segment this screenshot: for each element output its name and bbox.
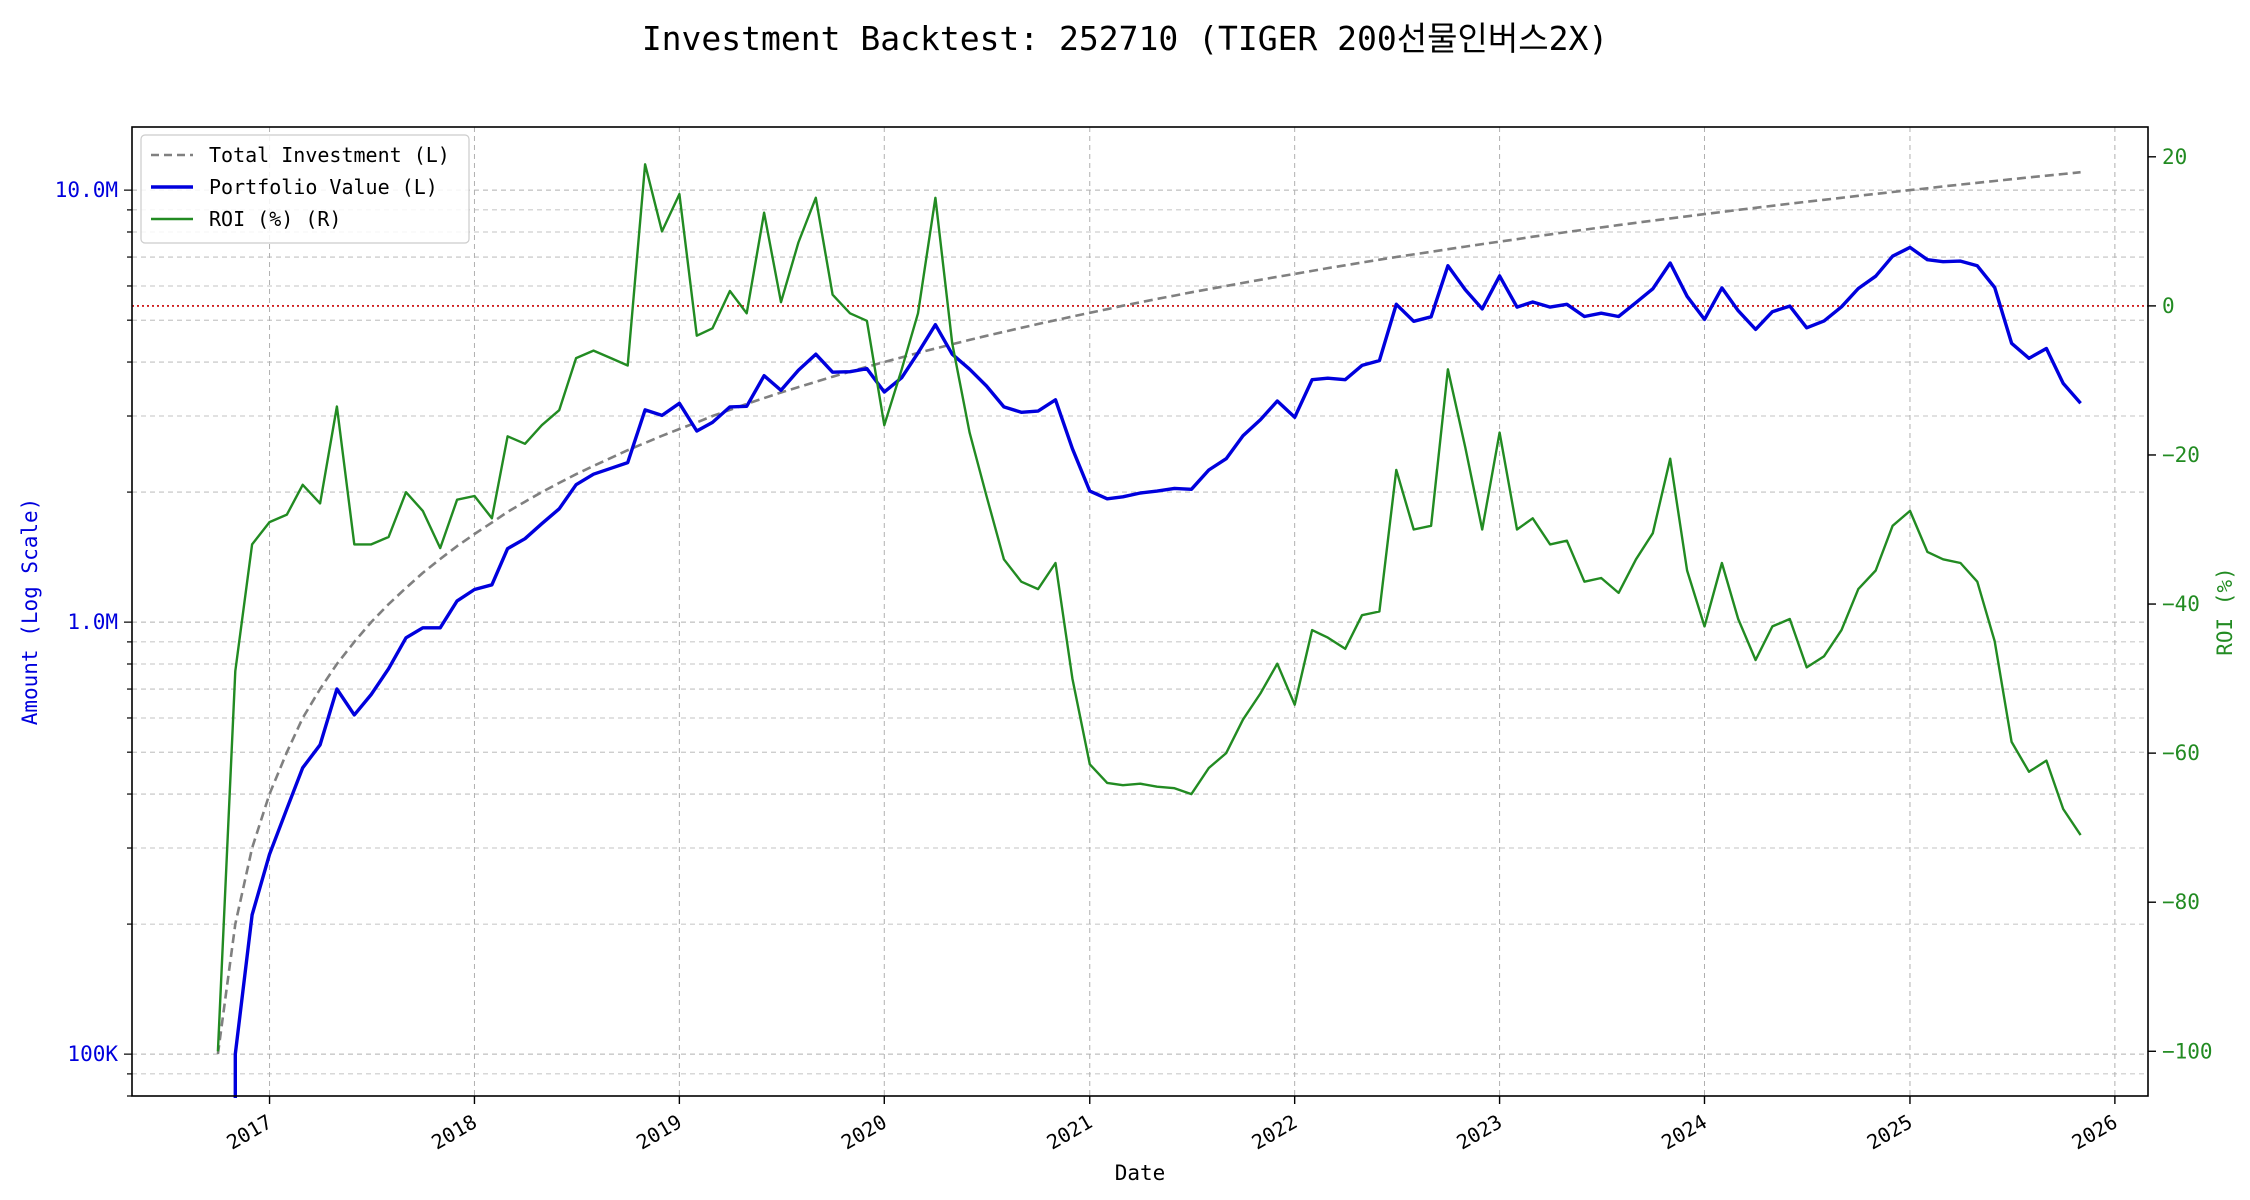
y-left-tick-label: 10.0M (55, 178, 118, 202)
roi-line (216, 163, 2082, 1052)
x-axis-label: Date (1115, 1161, 1166, 1185)
x-tick-label: 2020 (837, 1110, 891, 1155)
plot-frame (131, 126, 2149, 1097)
y-right-tick-label: 20 (2162, 145, 2187, 169)
y-right-tick-label: −80 (2162, 890, 2200, 914)
y-right-tick-label: −60 (2162, 741, 2200, 765)
y-left-tick-label: 100K (67, 1042, 118, 1066)
y-right-tick-label: −100 (2162, 1039, 2213, 1063)
legend-label: ROI (%) (R) (209, 207, 341, 231)
total-investment-line (216, 170, 2081, 1055)
legend-label: Portfolio Value (L) (209, 175, 438, 199)
portfolio-value-line (233, 245, 2082, 1098)
x-tick-label: 2026 (2068, 1110, 2122, 1155)
legend: Total Investment (L) Portfolio Value (L) R… (140, 134, 470, 244)
grid (132, 127, 2148, 1097)
legend-box (140, 134, 470, 244)
series-layer (216, 163, 2082, 1098)
axes-layer: 2017 2018 2019 2020 2021 2022 2023 2024 2025 2026… (18, 145, 2237, 1185)
x-tick-label: 2022 (1247, 1110, 1301, 1155)
x-tick-label: 2025 (1863, 1110, 1917, 1155)
y-right-axis-label: ROI (%) (2213, 567, 2237, 656)
y-right-tick-label: −20 (2162, 443, 2200, 467)
x-tick-label: 2017 (222, 1110, 276, 1155)
y-right-tick-label: −40 (2162, 592, 2200, 616)
chart-title: Investment Backtest: 252710 (TIGER 200선물… (641, 19, 1609, 58)
legend-label: Total Investment (L) (209, 143, 450, 167)
x-tick-label: 2023 (1452, 1110, 1506, 1155)
x-tick-label: 2019 (632, 1110, 686, 1155)
x-tick-label: 2024 (1657, 1110, 1711, 1155)
y-left-tick-label: 1.0M (67, 610, 118, 634)
y-left-axis-label: Amount (Log Scale) (18, 498, 42, 726)
y-right-tick-label: 0 (2162, 294, 2175, 318)
x-tick-label: 2018 (427, 1110, 481, 1155)
x-tick-label: 2021 (1043, 1110, 1097, 1155)
